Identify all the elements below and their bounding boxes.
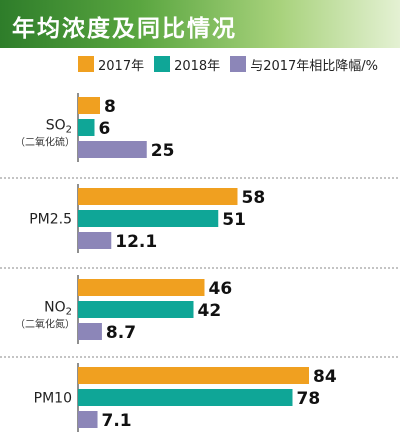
- category-label-4: PM10: [34, 391, 72, 407]
- value-label-2-2: 51: [222, 210, 246, 230]
- value-label-3-3: 8.7: [106, 323, 136, 343]
- category-sublabel-1: （二氧化硫）: [15, 136, 75, 149]
- bar-2-2: [78, 210, 219, 227]
- legend: 2017年 2018年 与2017年相比降幅/%: [78, 55, 388, 74]
- bar-3-1: [78, 279, 205, 296]
- legend-label-2017: 2017年: [98, 58, 145, 74]
- category-sublabel-3: （二氧化氮）: [15, 318, 75, 331]
- value-label-4-3: 7.1: [102, 411, 132, 431]
- legend-item-decline: 与2017年相比降幅/%: [230, 55, 378, 74]
- value-label-4-2: 78: [297, 389, 321, 409]
- bar-3-3: [78, 323, 102, 340]
- bar-4-3: [78, 411, 98, 428]
- value-label-1-3: 25: [151, 141, 175, 161]
- header-banner: 年均浓度及同比情况: [0, 0, 400, 48]
- legend-label-decline: 与2017年相比降幅/%: [250, 58, 379, 74]
- value-label-3-2: 42: [198, 301, 222, 321]
- category-label-2: PM2.5: [29, 212, 72, 228]
- bar-1-1: [78, 97, 100, 114]
- bar-3-2: [78, 301, 194, 318]
- value-label-2-1: 58: [242, 188, 266, 208]
- category-label-3: NO2: [44, 300, 72, 318]
- value-label-3-1: 46: [209, 279, 233, 299]
- value-label-1-1: 8: [104, 97, 116, 117]
- bar-4-1: [78, 367, 309, 384]
- legend-label-2018: 2018年: [174, 58, 221, 74]
- bar-2-3: [78, 232, 112, 249]
- chart-title: 年均浓度及同比情况: [12, 16, 237, 42]
- bar-4-2: [78, 389, 293, 406]
- category-label-1: SO2: [46, 118, 72, 136]
- legend-swatch-decline: [230, 56, 247, 72]
- legend-swatch-2018: [154, 56, 171, 72]
- bar-2-1: [78, 188, 238, 205]
- value-label-4-1: 84: [313, 367, 337, 387]
- legend-swatch-2017: [78, 56, 94, 72]
- legend-item-2017: 2017年: [78, 55, 144, 74]
- legend-item-2018: 2018年: [154, 55, 220, 74]
- value-label-1-2: 6: [99, 119, 111, 139]
- value-label-2-3: 12.1: [115, 232, 157, 252]
- bar-1-3: [78, 141, 147, 158]
- bar-1-2: [78, 119, 95, 136]
